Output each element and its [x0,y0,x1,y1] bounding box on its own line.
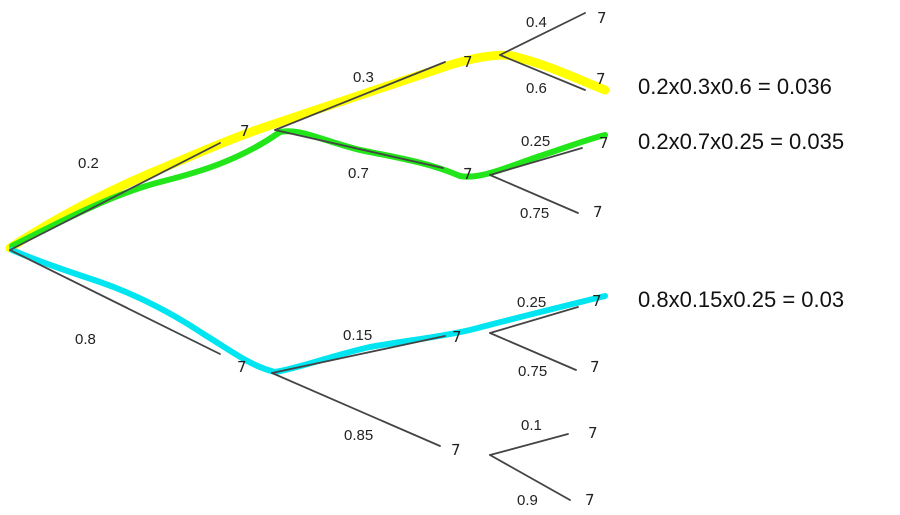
leaf-7-c: 7 [592,292,602,310]
branch-n5-to-7 [489,433,569,456]
green-highlight-path [9,128,608,249]
branch-n1bar-to-not7 [271,372,441,447]
calc-cyan-path: 0.8x0.15x0.25 = 0.03 [638,287,844,312]
prob-b-to-not7: 0.85 [344,427,373,444]
prob-root-to-7: 0.2 [78,155,99,172]
leaf-7-b: 7 [599,134,609,152]
node-not7-level2-top: 7̄ [463,165,473,183]
prob-ab-to-not7: 0.75 [520,205,549,222]
branch-n1-to-not7 [274,129,444,169]
prob-ba-to-7: 0.25 [517,294,546,311]
tree-branches [9,12,586,501]
prob-bb-to-not7: 0.9 [517,492,538,509]
branch-n4-to-not7 [489,332,577,371]
branch-root-to-7 [9,142,221,251]
branch-n4-to-7 [489,306,579,334]
leaf-not7-c: 7̄ [590,358,600,376]
branch-n3-to-7 [489,147,583,176]
prob-ab-to-7: 0.25 [521,133,550,150]
branch-n2-to-not7 [499,54,586,91]
node-7-level2-bottom: 7 [452,328,462,346]
calc-green-path: 0.2x0.7x0.25 = 0.035 [638,129,844,154]
prob-root-to-not7: 0.8 [75,331,96,348]
prob-bb-to-7: 0.1 [521,417,542,434]
node-not7-level2-bottom: 7̄ [451,441,461,459]
prob-a-to-not7: 0.7 [348,165,369,182]
prob-ba-to-not7: 0.75 [518,363,547,380]
yellow-highlight-path [5,50,610,253]
branch-root-to-not7 [9,249,221,355]
branch-n1-to-7 [274,61,446,131]
leaf-not7-b: 7̄ [593,203,603,221]
branch-n1bar-to-7 [271,335,446,374]
cyan-highlight-path [9,247,608,375]
leaf-7-a: 7 [597,9,607,27]
branch-n2-to-7 [499,12,586,56]
prob-b-to-7: 0.15 [343,327,372,344]
branch-n3-to-not7 [489,174,579,214]
node-7-level1: 7 [240,122,250,140]
node-not7-level1: 7̄ [237,358,247,376]
leaf-7-d: 7 [588,424,598,442]
prob-aa-to-not7: 0.6 [526,80,547,97]
prob-aa-to-7: 0.4 [526,14,547,31]
prob-a-to-7: 0.3 [353,69,374,86]
leaf-not7-a: 7̄ [596,70,606,88]
calc-yellow-path: 0.2x0.3x0.6 = 0.036 [638,74,832,99]
leaf-not7-d: 7̄ [585,491,595,509]
branch-n5-to-not7 [489,454,571,501]
node-7-level2-top: 7 [463,53,473,71]
